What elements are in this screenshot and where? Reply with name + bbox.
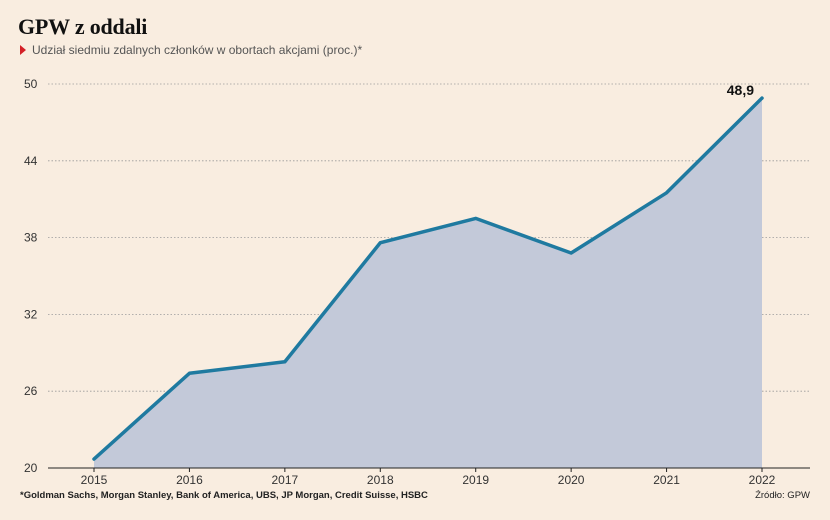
- data-label: 48,9: [727, 82, 754, 98]
- y-tick-label: 26: [24, 384, 38, 398]
- series-line: [92, 96, 764, 461]
- x-tick-label: 2015: [81, 473, 108, 487]
- x-tick-label: 2018: [367, 473, 394, 487]
- x-tick-label: 2021: [653, 473, 680, 487]
- chart-title: GPW z oddali: [18, 14, 148, 39]
- x-tick-label: 2019: [462, 473, 489, 487]
- y-tick-label: 44: [24, 154, 38, 168]
- y-tick-label: 32: [24, 307, 38, 321]
- y-tick-label: 50: [24, 77, 38, 91]
- area-fill: [94, 98, 762, 468]
- x-tick-label: 2017: [272, 473, 299, 487]
- red-triangle-icon: [20, 45, 26, 55]
- source-note: Źródło: GPW: [755, 490, 810, 501]
- x-tick-label: 2020: [558, 473, 585, 487]
- x-tick-label: 2016: [176, 473, 203, 487]
- chart-subtitle: Udział siedmiu zdalnych członków w obort…: [20, 43, 362, 57]
- x-tick-label: 2022: [749, 473, 776, 487]
- chart-subtitle-text: Udział siedmiu zdalnych członków w obort…: [32, 43, 363, 57]
- y-tick-label: 20: [24, 461, 38, 475]
- y-tick-label: 38: [24, 231, 38, 245]
- footnote: *Goldman Sachs, Morgan Stanley, Bank of …: [20, 490, 428, 501]
